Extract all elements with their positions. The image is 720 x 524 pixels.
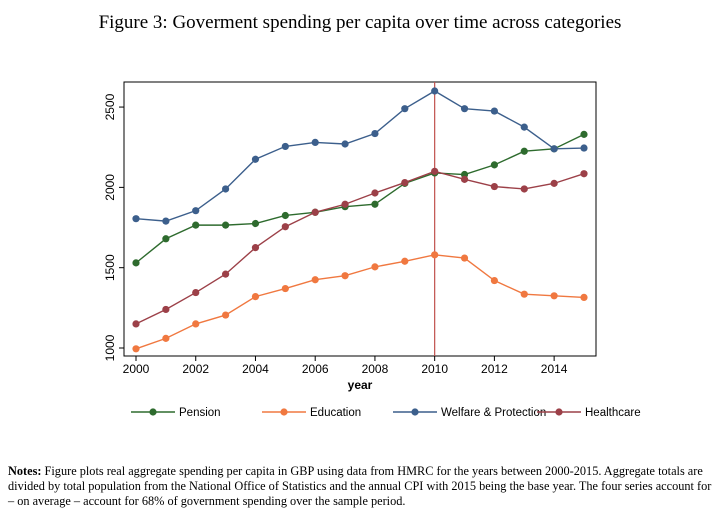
data-point-healthcare [132,320,140,328]
data-point-healthcare [431,167,439,175]
data-point-pension [520,147,528,155]
data-point-welfare-protection [460,105,469,113]
data-point-healthcare [371,189,379,197]
series-line-welfare-protection [135,90,585,222]
x-tick-label: 2000 [123,362,150,376]
y-tick-label: 1500 [103,254,117,281]
series-line-education [135,254,585,350]
data-point-healthcare [490,182,498,191]
figure-title: Figure 3: Goverment spending per capita … [98,12,622,33]
x-tick-label: 2004 [242,362,269,376]
y-tick-label: 2500 [103,93,117,120]
x-tick-label: 2002 [182,362,209,376]
legend-marker-pension [149,408,157,416]
x-axis-label: year [348,378,373,392]
data-point-welfare-protection [162,217,170,225]
legend-label-healthcare: Healthcare [585,407,641,419]
legend-label-education: Education [310,407,361,419]
data-point-education [431,251,439,259]
data-point-education [401,257,409,265]
legend-label-welfare-protection: Welfare & Protection [441,407,546,419]
legend-marker-welfare-protection [411,408,419,416]
line-chart: 2000 2002 2004 2006 2008 2010 2012 2014 1000 1500… [103,81,641,419]
data-point-welfare-protection [341,140,349,148]
data-point-education [550,292,558,300]
y-tick-label: 1000 [103,334,117,361]
data-point-education [251,293,260,301]
data-point-pension [490,161,498,169]
y-tick-label: 2000 [103,174,117,201]
notes-text: Figure plots real aggregate spending per… [8,464,712,508]
notes-label: Notes: [8,464,42,478]
data-point-education [162,334,170,342]
data-point-welfare-protection [192,207,200,215]
data-point-education [371,263,379,271]
data-point-welfare-protection [371,129,379,138]
data-point-healthcare [222,270,230,278]
x-tick-label: 2008 [362,362,389,376]
data-point-welfare-protection [550,145,558,153]
data-point-healthcare [580,170,588,178]
x-tick-label: 2006 [302,362,329,376]
figure-notes: Notes: Figure plots real aggregate spend… [8,464,714,509]
data-point-pension [222,221,230,229]
data-point-healthcare [401,178,409,187]
x-tick-label: 2012 [481,362,508,376]
data-point-healthcare [460,175,469,183]
data-point-welfare-protection [431,87,439,95]
data-point-welfare-protection [281,142,289,151]
data-point-healthcare [192,288,200,297]
data-point-welfare-protection [401,105,409,113]
data-point-welfare-protection [520,123,528,131]
data-point-healthcare [162,305,170,314]
data-point-pension [162,235,170,243]
data-point-healthcare [281,223,289,231]
data-point-welfare-protection [222,185,230,193]
legend-marker-healthcare [555,408,563,416]
data-point-education [281,284,289,293]
data-point-education [311,276,319,284]
data-point-healthcare [550,179,558,187]
data-point-education [341,272,349,280]
x-tick-label: 2010 [421,362,448,376]
data-point-pension [371,200,379,208]
data-point-education [520,290,528,298]
legend-marker-education [280,408,288,416]
series-line-healthcare [135,170,585,325]
legend-label-pension: Pension [179,407,221,419]
data-point-welfare-protection [311,138,319,146]
data-point-education [132,345,140,353]
data-point-healthcare [311,208,319,216]
x-tick-label: 2014 [541,362,568,376]
data-point-pension [580,130,588,138]
data-point-pension [281,211,289,220]
data-point-welfare-protection [132,215,140,223]
series-line-pension [135,133,585,264]
data-point-pension [132,259,140,267]
data-point-education [460,254,469,262]
data-point-healthcare [341,200,349,208]
plot-area [123,81,597,357]
data-point-pension [192,221,200,229]
data-point-welfare-protection [251,155,260,163]
data-point-healthcare [520,185,528,193]
data-point-welfare-protection [580,144,588,152]
data-point-pension [251,219,260,228]
data-point-education [580,293,588,302]
data-point-education [490,276,498,285]
data-point-education [192,320,200,328]
data-point-healthcare [251,244,260,252]
data-point-welfare-protection [490,107,498,115]
data-point-education [222,311,230,319]
